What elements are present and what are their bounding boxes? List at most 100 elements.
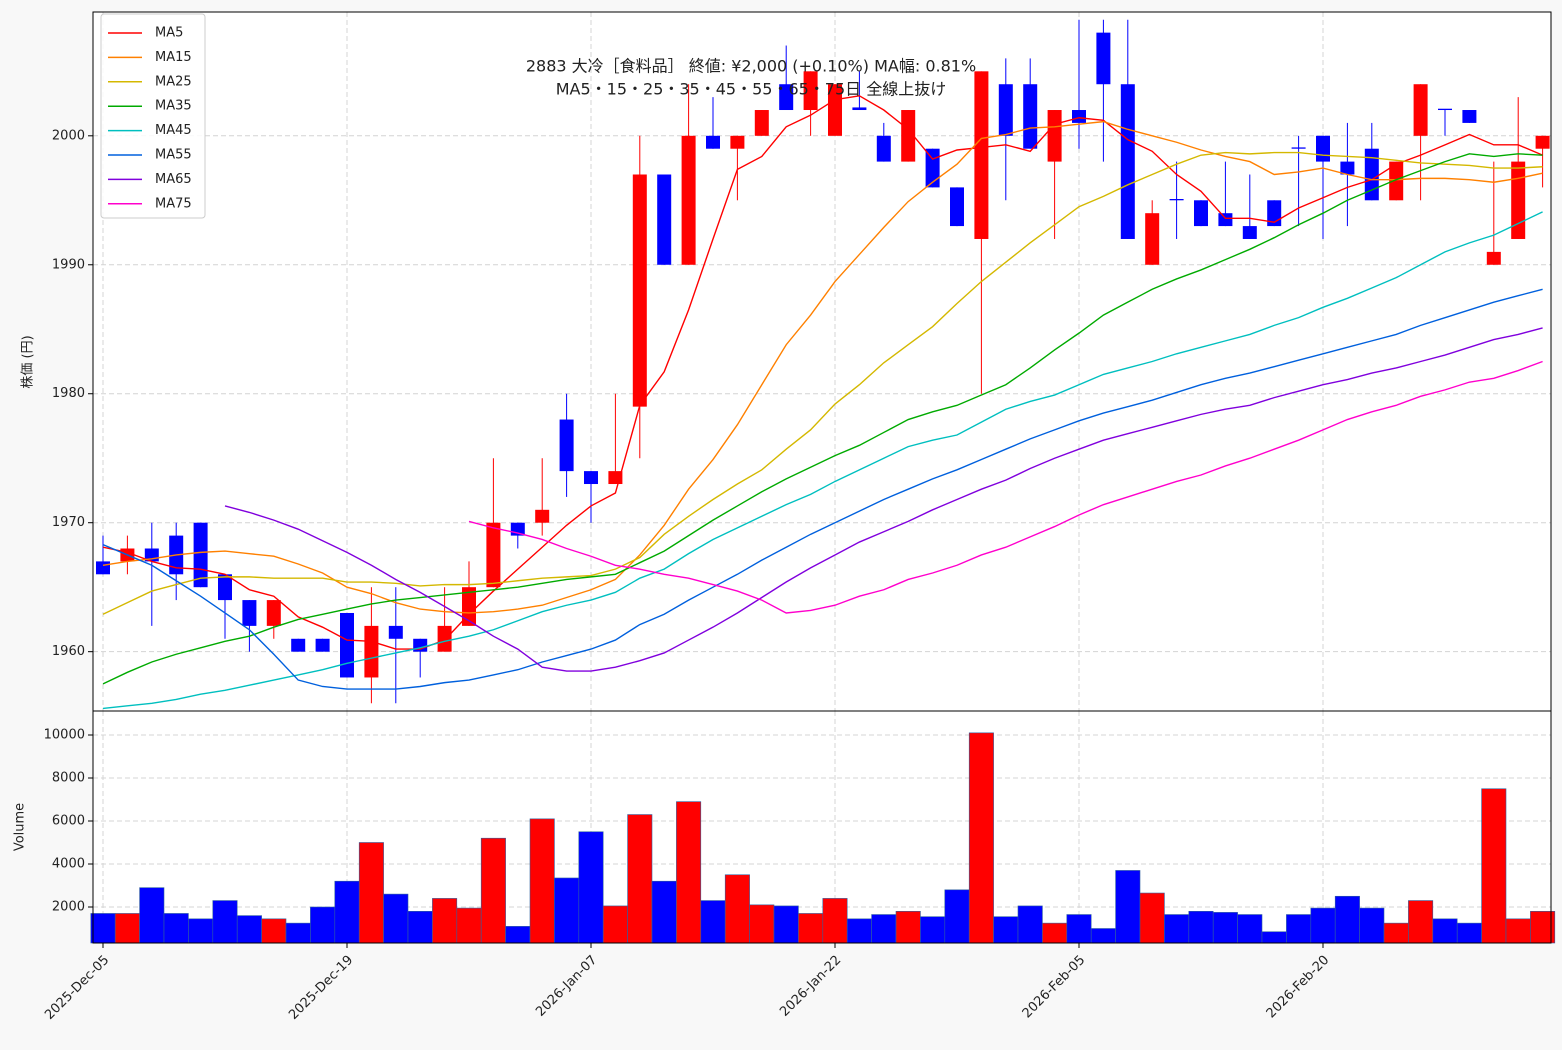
candle-body — [779, 84, 794, 111]
volume-bar — [1334, 895, 1360, 944]
candle-body — [1316, 135, 1330, 162]
volume-bar — [529, 818, 555, 944]
y-tick-label: 1960 — [52, 644, 85, 659]
volume-bar — [236, 915, 262, 944]
candle-body — [730, 135, 745, 149]
volume-bar — [334, 880, 360, 944]
candle-body — [1462, 110, 1477, 123]
volume-bar — [1042, 922, 1068, 944]
candle-body — [974, 71, 989, 239]
y-tick-label: 1980 — [52, 386, 85, 401]
volume-bar — [1115, 870, 1141, 944]
candle-body — [803, 71, 818, 111]
volume-bar — [700, 900, 726, 944]
legend-label: MA35 — [155, 99, 192, 114]
volume-bar — [1310, 907, 1336, 944]
y-tick-label: 4000 — [52, 857, 85, 872]
volume-bar — [846, 918, 872, 944]
volume-bar — [895, 911, 921, 944]
volume-bar — [1139, 892, 1165, 944]
chart-title: 2883 大冷［食料品］ 終値: ¥2,000 (+0.10%) MA幅: 0.… — [526, 57, 976, 76]
candle-body — [437, 625, 452, 652]
legend-label: MA75 — [155, 196, 192, 211]
x-tick-label: 2025-Dec-19 — [286, 953, 356, 1023]
x-tick-label: 2026-Jan-07 — [533, 953, 600, 1020]
candle-body — [1218, 213, 1233, 227]
y-tick-label: 1970 — [52, 515, 85, 530]
volume-bar — [602, 905, 628, 944]
x-tick-label: 2026-Feb-05 — [1020, 953, 1089, 1022]
y-tick-label: 1990 — [52, 257, 85, 272]
candle-body — [340, 612, 354, 678]
volume-bar — [993, 916, 1019, 944]
ma-line — [102, 288, 1543, 690]
candle-body — [706, 135, 720, 149]
volume-bar — [1432, 918, 1458, 944]
volume-bar — [1456, 922, 1482, 944]
volume-bar — [1066, 914, 1092, 944]
volume-bar — [1408, 900, 1434, 944]
volume-bar — [505, 926, 531, 944]
candle-body — [632, 174, 647, 407]
y-tick-label: 10000 — [44, 727, 85, 742]
volume-bar — [1286, 914, 1312, 944]
y-tick-label: 6000 — [52, 814, 85, 829]
price-panel — [93, 12, 1551, 711]
candle-body — [1023, 84, 1038, 149]
volume-bar — [1090, 928, 1116, 944]
volume-bar — [1261, 931, 1287, 944]
candle-body — [1194, 200, 1208, 227]
x-tick-label: 2026-Feb-20 — [1264, 953, 1333, 1022]
y-axis-label: 株価 (円) — [21, 335, 36, 388]
volume-bar — [871, 914, 897, 944]
ma-line — [102, 95, 1543, 650]
candle-body — [828, 84, 842, 136]
volume-bar — [1017, 905, 1043, 944]
candle-body — [266, 600, 281, 626]
volume-bar — [798, 913, 824, 944]
candle-body — [1169, 199, 1184, 201]
volume-bar — [749, 904, 775, 944]
ma-line — [102, 151, 1543, 615]
candle-body — [852, 107, 867, 111]
chart-subtitle: MA5・15・25・35・45・55・65・75日 全線上抜け — [556, 80, 947, 99]
volume-bar — [480, 837, 506, 944]
candle-body — [657, 174, 672, 265]
candle-body — [1120, 84, 1135, 239]
candle-body — [1535, 135, 1550, 149]
candle-body — [1047, 110, 1062, 162]
candle-body — [1364, 148, 1379, 201]
volume-bar — [383, 893, 409, 944]
candle-body — [1486, 251, 1501, 265]
volume-bar — [773, 905, 799, 944]
candle-body — [1291, 147, 1306, 149]
candle-body — [193, 522, 208, 588]
ma-line — [102, 211, 1543, 710]
ma-line — [102, 153, 1543, 685]
volume-bar — [1164, 914, 1190, 944]
volume-bar — [285, 922, 311, 944]
volume-bar — [676, 801, 702, 944]
volume-bar — [1237, 914, 1263, 944]
volume-bar — [627, 814, 653, 944]
y-tick-label: 2000 — [52, 900, 85, 915]
volume-bar — [578, 831, 604, 944]
volume-bar — [261, 918, 287, 944]
volume-bar — [1481, 788, 1507, 944]
legend-label: MA15 — [155, 50, 192, 65]
candle-body — [535, 509, 550, 523]
candle-body — [1340, 161, 1355, 175]
candle-body — [291, 638, 306, 652]
volume-bar — [968, 732, 994, 944]
legend-box — [100, 13, 206, 219]
candle-body — [1145, 213, 1160, 265]
axes-frame — [92, 710, 1552, 944]
candle-body — [1096, 32, 1111, 85]
volume-bar — [139, 887, 165, 944]
volume-bar — [724, 874, 750, 944]
volume-bar — [212, 900, 238, 944]
candle-body — [462, 587, 476, 626]
legend-label: MA65 — [155, 172, 192, 187]
volume-bar — [90, 913, 116, 944]
candle-body — [1242, 226, 1257, 239]
